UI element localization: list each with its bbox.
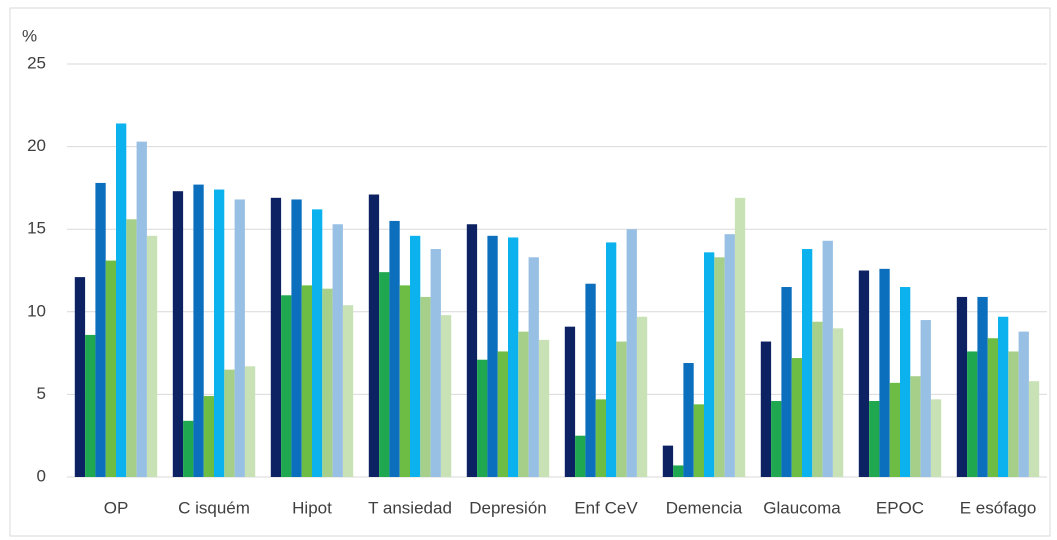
x-tick-label: C isquém	[178, 498, 250, 517]
bar	[812, 321, 823, 477]
bar	[399, 285, 410, 477]
bar	[987, 338, 998, 477]
bar	[126, 219, 137, 477]
bar	[172, 191, 184, 478]
bar	[291, 199, 302, 478]
bar	[214, 189, 225, 477]
bar	[889, 382, 900, 477]
bar	[1028, 381, 1040, 477]
bar	[270, 197, 282, 477]
x-tick-label: Enf CeV	[574, 498, 638, 517]
bar	[312, 209, 323, 477]
bar	[420, 296, 431, 477]
bar	[636, 316, 648, 477]
bar	[781, 287, 792, 477]
bar	[977, 296, 988, 477]
bar	[791, 358, 802, 477]
bar	[322, 288, 333, 477]
x-tick-label: T ansiedad	[368, 498, 452, 517]
bar	[595, 399, 606, 477]
bar	[281, 295, 292, 477]
bar	[900, 287, 911, 477]
bar	[869, 401, 880, 477]
bar	[528, 257, 539, 477]
bar	[518, 331, 529, 477]
x-tick-label: Demencia	[666, 498, 743, 517]
x-tick-label: EPOC	[876, 498, 924, 517]
bar	[1018, 331, 1029, 477]
bar	[116, 123, 127, 478]
bar	[802, 249, 813, 477]
bar	[497, 351, 508, 477]
x-tick-label: E esófago	[960, 498, 1037, 517]
bar	[508, 237, 519, 477]
bar	[585, 283, 596, 477]
bar	[760, 341, 772, 477]
bar	[1008, 351, 1019, 477]
x-tick-label: Hipot	[292, 498, 332, 517]
bar	[956, 296, 968, 477]
bar	[920, 320, 931, 477]
bar	[822, 240, 833, 477]
bar	[466, 224, 478, 477]
bar	[105, 260, 116, 477]
bar	[74, 277, 86, 477]
y-tick-label: 5	[37, 384, 46, 403]
bar	[136, 141, 147, 478]
bar	[858, 270, 870, 477]
bar	[704, 252, 715, 477]
bar	[575, 435, 586, 477]
bar	[332, 224, 343, 477]
bar	[193, 184, 204, 477]
y-tick-label: 20	[27, 136, 46, 155]
bar	[662, 445, 674, 477]
bar	[832, 328, 844, 477]
y-tick-label: 0	[37, 466, 46, 485]
bar	[998, 316, 1009, 477]
x-tick-label: Glaucoma	[763, 498, 841, 517]
bar	[626, 229, 637, 477]
bar	[410, 235, 421, 477]
y-axis-label: %	[22, 26, 37, 45]
bar	[440, 315, 452, 477]
bar	[910, 376, 921, 477]
bar	[879, 268, 890, 477]
bar	[930, 399, 942, 477]
bar	[368, 194, 380, 477]
bar	[771, 401, 782, 477]
bar	[183, 420, 194, 477]
bar	[538, 339, 550, 477]
bar	[477, 359, 488, 477]
x-tick-label: Depresión	[469, 498, 547, 517]
bar	[234, 199, 245, 478]
bar	[714, 257, 725, 477]
bar	[564, 326, 576, 477]
x-tick-label: OP	[104, 498, 129, 517]
bar	[342, 305, 354, 477]
bar	[146, 235, 158, 477]
bar	[379, 272, 390, 477]
bar	[967, 351, 978, 477]
y-tick-label: 10	[27, 301, 46, 320]
bar	[203, 396, 214, 477]
bar	[95, 182, 106, 477]
bar	[85, 334, 96, 477]
bar	[616, 341, 627, 477]
bar	[224, 369, 235, 477]
bar	[734, 197, 746, 477]
bar	[430, 249, 441, 477]
bar	[301, 285, 312, 477]
bar	[389, 220, 400, 477]
bar	[683, 363, 694, 477]
bar	[606, 242, 617, 477]
y-tick-label: 15	[27, 219, 46, 238]
bar	[693, 404, 704, 477]
bar	[673, 465, 684, 477]
y-tick-label: 25	[27, 53, 46, 72]
bar	[487, 235, 498, 477]
bar	[724, 234, 735, 477]
bar	[244, 366, 256, 477]
